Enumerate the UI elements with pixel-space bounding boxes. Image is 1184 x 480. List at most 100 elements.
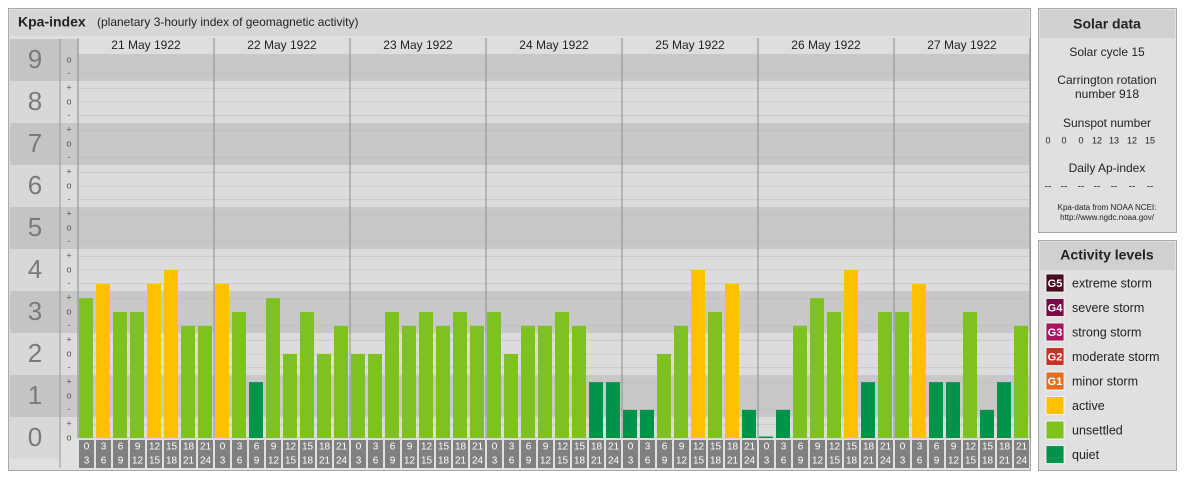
time-label: 0 [900, 442, 906, 453]
time-label: 18 [574, 456, 586, 467]
minor-tick-label: o [66, 348, 71, 358]
time-label: 3 [356, 456, 362, 467]
label-cell [10, 81, 60, 123]
time-cell [623, 440, 638, 468]
bar [691, 270, 705, 438]
sunspot-value: 0 [1061, 135, 1066, 145]
time-label: 12 [557, 442, 569, 453]
time-label: 6 [781, 456, 787, 467]
time-label: 9 [934, 456, 940, 467]
minor-tick-label: + [66, 209, 71, 219]
bar [572, 325, 586, 438]
bar [623, 409, 637, 438]
time-cell [470, 440, 485, 468]
bar [589, 382, 603, 438]
minor-tick-label: + [66, 83, 71, 93]
time-label: 15 [965, 456, 977, 467]
solar-title: Solar data [1073, 16, 1141, 32]
time-label: 21 [1016, 442, 1028, 453]
time-label: 9 [662, 456, 668, 467]
time-label: 15 [557, 456, 569, 467]
time-cell [402, 440, 417, 468]
minor-tick-label: - [68, 110, 71, 120]
sunspot-value: 12 [1127, 135, 1137, 145]
time-label: 24 [200, 456, 212, 467]
time-label: 21 [863, 456, 875, 467]
date-label: 27 May 1922 [927, 38, 997, 52]
time-label: 9 [271, 442, 277, 453]
level-name: severe storm [1072, 301, 1144, 315]
time-cell [198, 440, 213, 468]
level-name: quiet [1072, 448, 1100, 462]
y-tick-label: 3 [28, 296, 42, 326]
time-label: 15 [846, 442, 858, 453]
bar [249, 382, 263, 438]
chart-subtitle: (planetary 3-hourly index of geomagnetic… [97, 15, 358, 29]
time-cell [1014, 440, 1029, 468]
bar [895, 312, 909, 438]
title-bar [10, 10, 1029, 36]
level-code: G5 [1048, 278, 1063, 290]
bar [266, 298, 280, 438]
time-cell [266, 440, 281, 468]
ap-value: -- [1061, 182, 1068, 193]
sunspot-value: 15 [1145, 135, 1155, 145]
minor-tick-label: - [68, 404, 71, 414]
time-label: 0 [628, 442, 634, 453]
minor-tick-label: + [66, 335, 71, 345]
minor-tick-label: + [66, 167, 71, 177]
time-cell [895, 440, 910, 468]
time-label: 21 [999, 456, 1011, 467]
time-label: 6 [373, 456, 379, 467]
time-cell [232, 440, 247, 468]
date-header [78, 38, 1030, 54]
time-label: 24 [472, 456, 484, 467]
time-label: 24 [744, 456, 756, 467]
time-label: 3 [917, 442, 923, 453]
minor-tick-label: o [66, 264, 71, 274]
time-label: 6 [118, 442, 124, 453]
minor-tick-label: + [66, 377, 71, 387]
solar-cycle: Solar cycle 15 [1069, 45, 1145, 59]
time-label: 9 [543, 442, 549, 453]
time-cell [878, 440, 893, 468]
level-code: G1 [1048, 376, 1063, 388]
level-swatch [1045, 322, 1065, 342]
time-label: 12 [693, 442, 705, 453]
label-cell [10, 291, 60, 333]
minor-tick-label: + [66, 125, 71, 135]
time-label: 24 [336, 456, 348, 467]
time-cell [759, 440, 774, 468]
time-label: 12 [285, 442, 297, 453]
time-cell [827, 440, 842, 468]
bar [164, 270, 178, 438]
time-label: 3 [900, 456, 906, 467]
time-cell [113, 440, 128, 468]
chart-title: Kpa-index [18, 14, 86, 30]
time-label: 6 [237, 456, 243, 467]
bar [912, 283, 926, 438]
time-label: 18 [166, 456, 178, 467]
carrington: number 918 [1075, 87, 1139, 101]
bar [946, 382, 960, 438]
date-label: 26 May 1922 [791, 38, 861, 52]
bar [776, 409, 790, 438]
time-cell [79, 440, 94, 468]
bar [538, 325, 552, 438]
date-label: 24 May 1922 [519, 38, 589, 52]
time-cell [861, 440, 876, 468]
time-cell [96, 440, 111, 468]
bar [742, 409, 756, 438]
time-label: 18 [999, 442, 1011, 453]
sunspot-title: Sunspot number [1063, 116, 1151, 130]
time-label: 6 [662, 442, 668, 453]
time-label: 15 [829, 456, 841, 467]
minor-tick-label: - [68, 278, 71, 288]
time-label: 15 [710, 442, 722, 453]
activity-header [1040, 242, 1175, 270]
time-label: 6 [917, 456, 923, 467]
bar [351, 354, 365, 438]
activity-title: Activity levels [1060, 247, 1154, 263]
time-cell [844, 440, 859, 468]
minor-tick-label: o [66, 180, 71, 190]
